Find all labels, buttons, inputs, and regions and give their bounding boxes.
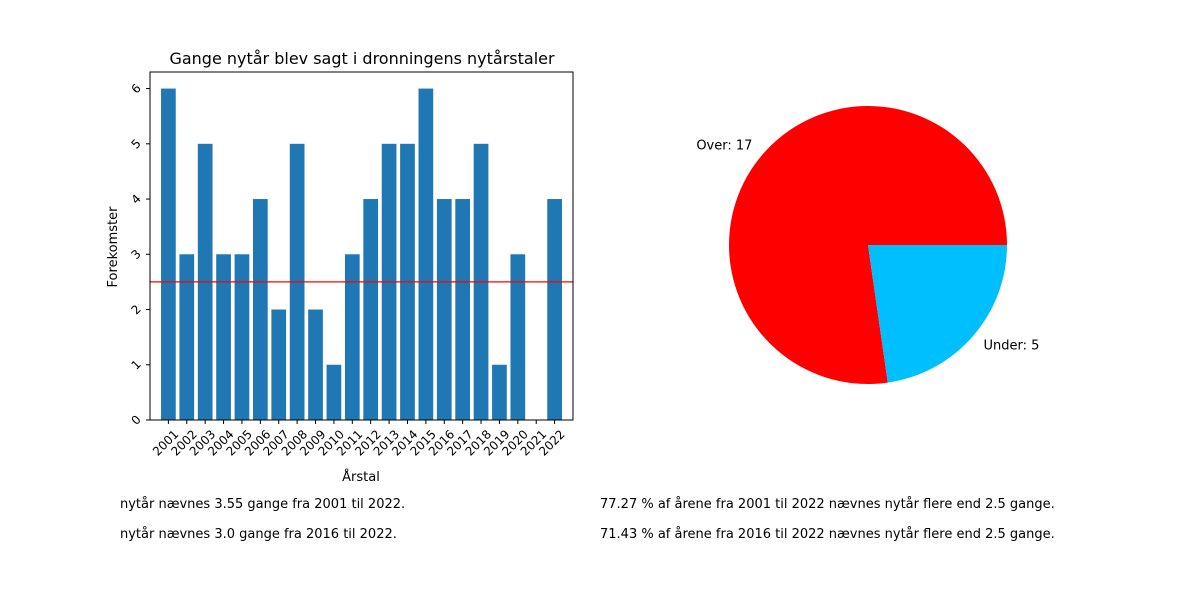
x-axis-label: Årstal <box>342 469 380 485</box>
bar-2004 <box>216 254 231 420</box>
bar-2015 <box>418 88 434 421</box>
y-tick-label: 1 <box>128 357 143 372</box>
y-axis-label: Forekomster <box>106 206 121 288</box>
bar-2006 <box>252 199 268 420</box>
bar-2009 <box>308 309 323 420</box>
note-right-1: 77.27 % af årene fra 2001 til 2022 nævne… <box>600 497 1055 512</box>
bar-2011 <box>344 254 360 420</box>
pie-label-under: Under: 5 <box>984 339 1040 354</box>
bar-2010 <box>326 364 342 420</box>
y-tick-label: 3 <box>128 247 143 262</box>
x-axis-ticks: 2001200220032004200520062007200820092010… <box>150 420 568 459</box>
bar-chart: Gange nytår blev sagt i dronningens nytå… <box>106 49 574 485</box>
bar-2019 <box>492 364 507 420</box>
bar-2022 <box>547 199 562 420</box>
bar-2017 <box>455 199 471 420</box>
note-left-2: nytår nævnes 3.0 gange fra 2016 til 2022… <box>120 527 397 542</box>
bar-2001 <box>161 88 176 421</box>
y-tick-label: 6 <box>128 81 143 96</box>
note-left-1: nytår nævnes 3.55 gange fra 2001 til 202… <box>120 497 406 512</box>
bar-2020 <box>510 254 526 420</box>
y-tick-label: 0 <box>128 412 143 427</box>
bar-2007 <box>271 309 287 420</box>
y-tick-label: 5 <box>128 136 143 151</box>
bar-2016 <box>436 199 452 420</box>
pie-slice-under <box>868 245 1007 383</box>
bars-group <box>161 88 562 421</box>
bar-2012 <box>363 199 379 420</box>
pie-chart: Over: 17 Under: 5 <box>696 105 1040 385</box>
plot-frame <box>149 71 574 421</box>
bar-2005 <box>234 254 250 420</box>
y-tick-label: 2 <box>128 302 143 317</box>
note-right-2: 71.43 % af årene fra 2016 til 2022 nævne… <box>600 527 1055 542</box>
pie-label-over: Over: 17 <box>696 138 752 153</box>
y-tick-label: 4 <box>128 192 143 207</box>
y-axis-ticks: 0 1 2 3 4 5 6 <box>128 81 150 428</box>
bar-2002 <box>179 254 195 420</box>
chart-title: Gange nytår blev sagt i dronningens nytå… <box>169 49 555 68</box>
